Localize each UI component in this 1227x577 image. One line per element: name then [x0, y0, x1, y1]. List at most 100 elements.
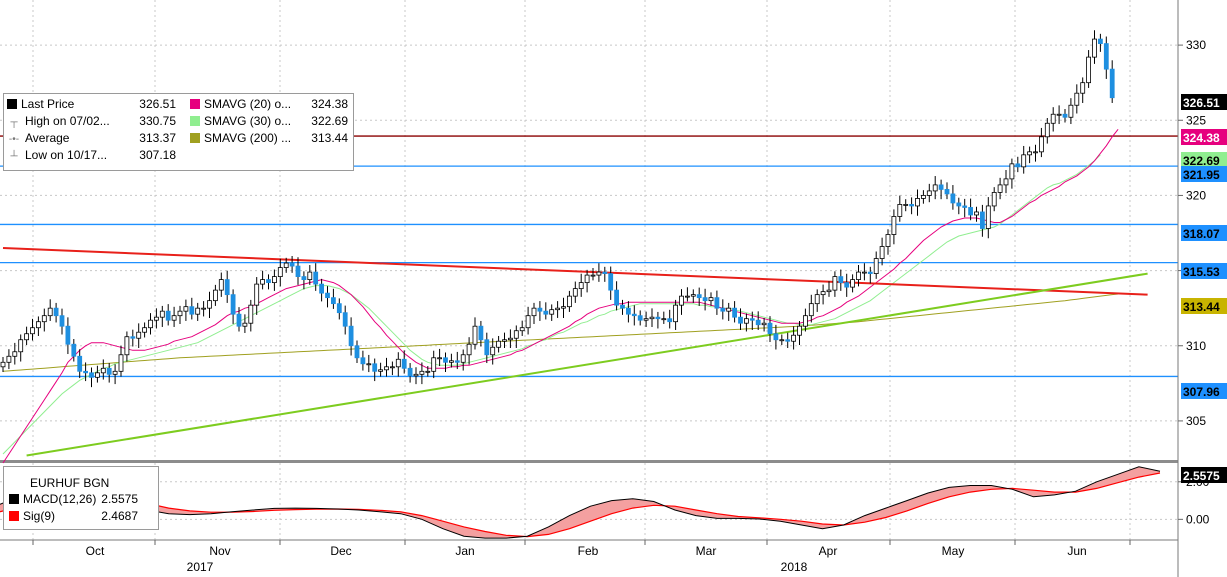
candle-body — [549, 309, 555, 315]
candle-body — [814, 294, 820, 305]
candle-body — [448, 360, 454, 363]
candle-body — [1109, 68, 1115, 99]
candle-body — [413, 373, 419, 377]
macd-legend[interactable]: EURHUF BGN MACD(12,26) 2.5575 Sig(9) 2.4… — [3, 466, 159, 530]
legend-label: Low on 10/17... — [25, 148, 108, 162]
macd-price-label-text: 2.5575 — [1183, 469, 1220, 483]
price-legend[interactable]: Last Price 326.51 ┬ High on 07/02... 330.… — [3, 93, 354, 171]
candle-body — [12, 351, 18, 357]
candle-body — [720, 307, 726, 312]
candle-body — [1050, 113, 1056, 124]
x-month-label: Feb — [578, 544, 599, 558]
x-month-label: Mar — [696, 544, 717, 558]
legend-last-price: Last Price — [7, 97, 74, 112]
price-label-text: 315.53 — [1183, 265, 1220, 279]
candle-body — [230, 294, 236, 315]
candle-body — [395, 358, 401, 368]
macd-legend-title: EURHUF BGN — [30, 476, 110, 490]
candle-body — [773, 333, 779, 341]
candle-body — [838, 276, 844, 284]
main-grid — [0, 0, 1178, 463]
legend-label: High on 07/02... — [25, 114, 110, 128]
candle-body — [584, 274, 590, 284]
candle-body — [826, 289, 832, 293]
candle-body — [372, 363, 378, 372]
candle-body — [153, 316, 159, 321]
smavg-200-swatch — [190, 133, 200, 143]
legend-average: -•- Average — [7, 131, 70, 146]
x-year-label: 2018 — [781, 560, 808, 574]
candle-body — [997, 184, 1003, 193]
candle-body — [962, 205, 968, 208]
candle-body — [614, 289, 619, 306]
x-month-label: Nov — [209, 544, 230, 558]
price-label-box — [1181, 152, 1227, 168]
candle-body — [437, 357, 443, 360]
price-label-box — [1181, 298, 1227, 314]
legend-value: 2.5575 — [101, 492, 138, 506]
candle-body — [401, 358, 407, 369]
candle-body — [567, 295, 572, 308]
x-month-label: Oct — [86, 544, 105, 558]
candle-body — [950, 193, 956, 204]
candle-body — [702, 297, 708, 302]
price-label-text: 321.95 — [1183, 168, 1220, 182]
candle-body — [295, 265, 301, 278]
candle-body — [938, 184, 944, 190]
candle-body — [389, 366, 395, 369]
legend-label: Last Price — [21, 97, 75, 111]
candle-body — [537, 307, 543, 312]
candle-body — [478, 325, 484, 341]
y-tick-label: 325 — [1186, 113, 1206, 127]
candlesticks — [0, 30, 1115, 388]
candle-body — [224, 279, 230, 296]
candle-body — [112, 370, 118, 375]
candle-body — [24, 333, 30, 341]
candle-body — [283, 262, 289, 268]
price-label-box — [1181, 94, 1227, 110]
candle-body — [1044, 122, 1050, 138]
last-price-swatch — [7, 99, 17, 109]
y-axis: 3053103153203253300.002.00 — [1177, 0, 1210, 577]
candle-body — [673, 304, 678, 323]
candle-body — [59, 315, 65, 327]
panel-separator — [0, 460, 1178, 463]
candle-body — [1098, 38, 1103, 44]
legend-value: 307.18 — [139, 148, 176, 162]
candle-body — [407, 367, 413, 377]
legend-value: 324.38 — [311, 97, 348, 111]
candle-body — [1068, 104, 1074, 118]
candle-body — [755, 319, 761, 326]
price-label-text: 318.07 — [1183, 227, 1220, 241]
candle-body — [95, 372, 100, 378]
candle-body — [0, 361, 6, 368]
candle-body — [354, 345, 360, 359]
candle-body — [608, 273, 614, 291]
candle-body — [873, 258, 879, 274]
candle-body — [1009, 163, 1015, 180]
candle-body — [484, 339, 490, 356]
candle-body — [649, 316, 655, 320]
average-marker-icon: -•- — [8, 134, 20, 145]
candle-body — [307, 271, 313, 281]
candle-body — [785, 339, 791, 342]
candle-body — [466, 343, 472, 356]
candle-body — [136, 331, 142, 339]
candle-body — [460, 354, 466, 363]
legend-high: ┬ High on 07/02... — [7, 114, 110, 129]
candle-body — [578, 282, 584, 290]
candle-body — [909, 204, 914, 207]
smavg-200-line — [2, 293, 1119, 372]
legend-label: SMAVG (30) o... — [204, 114, 292, 128]
y-tick-label: 330 — [1186, 38, 1206, 52]
candle-body — [879, 246, 885, 259]
candle-body — [602, 271, 608, 274]
candle-body — [313, 271, 319, 285]
legend-macd: MACD(12,26) — [9, 492, 96, 507]
candle-body — [472, 325, 478, 345]
candle-body — [956, 202, 962, 207]
candle-body — [690, 294, 696, 297]
candle-body — [1015, 163, 1021, 168]
candle-body — [277, 267, 283, 278]
